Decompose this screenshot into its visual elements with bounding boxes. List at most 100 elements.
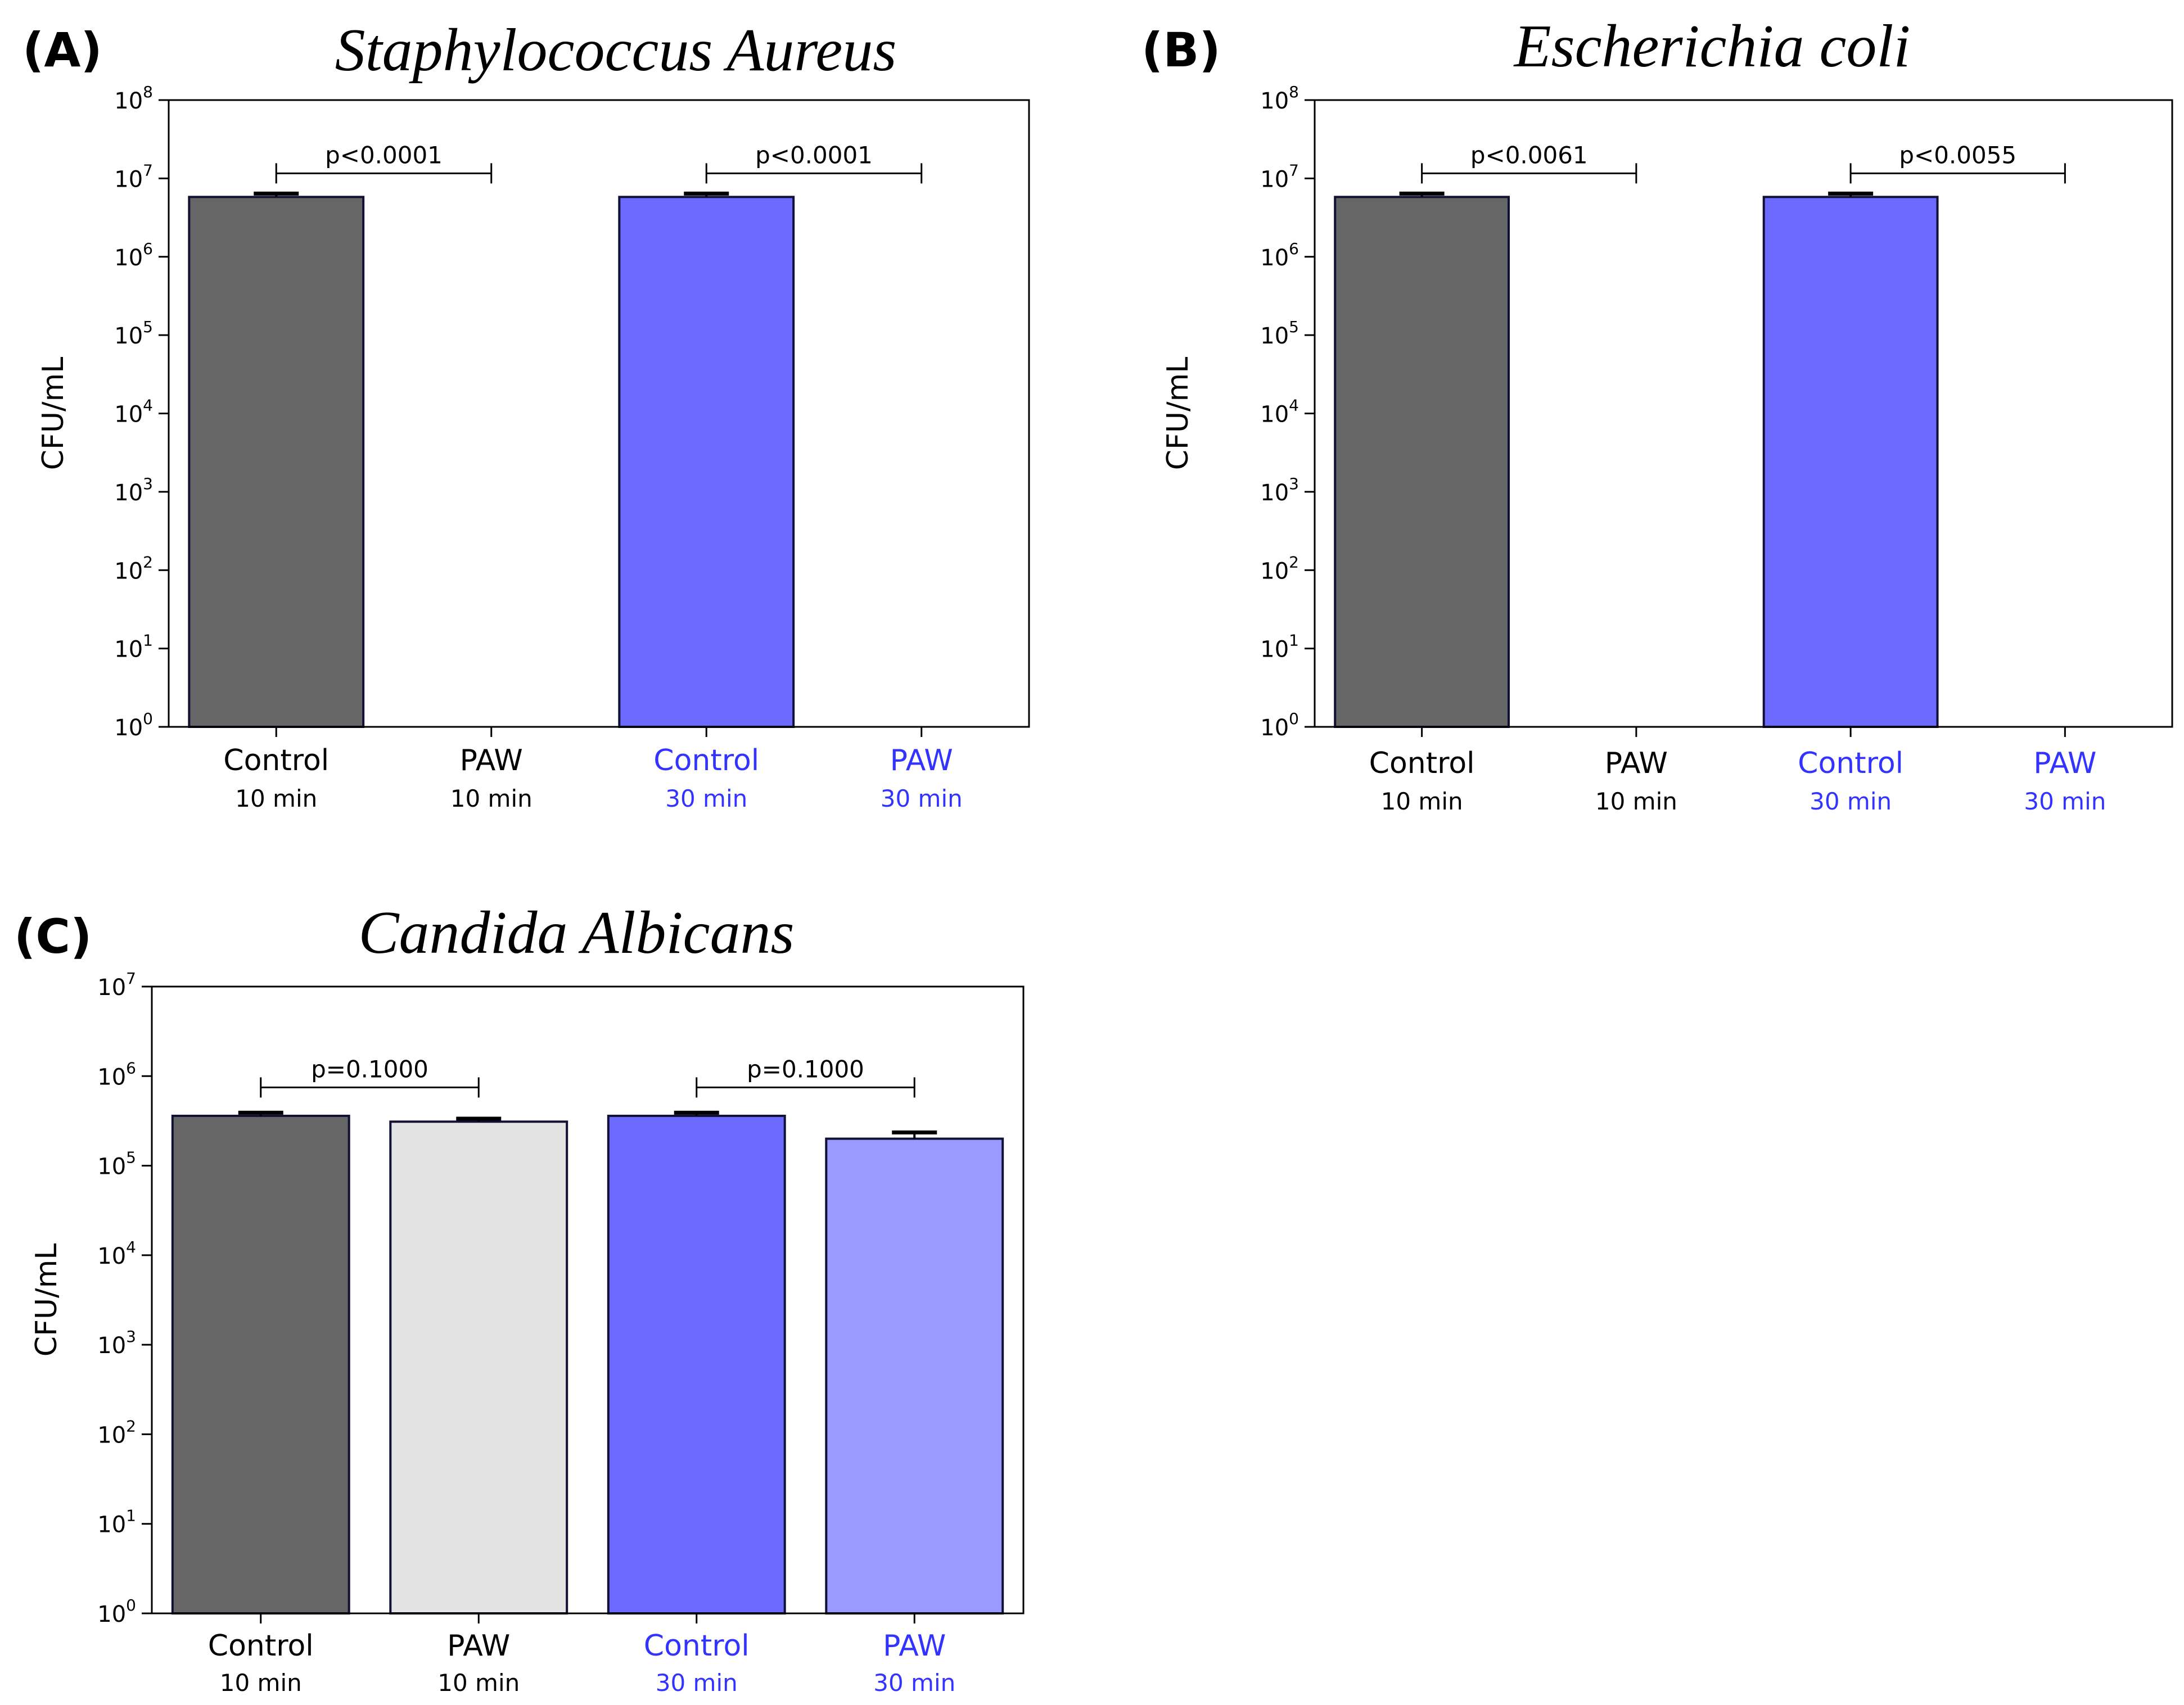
y-tick-label: 105	[97, 1148, 136, 1180]
y-tick-label: 106	[1260, 239, 1299, 271]
y-tick-base: 10	[97, 1064, 126, 1090]
y-tick-base: 10	[114, 245, 143, 271]
significance-label: p<0.0061	[1470, 141, 1588, 169]
category-label: PAW	[890, 744, 953, 777]
category-label: PAW	[1605, 747, 1668, 780]
chart-title: Staphylococcus Aureus	[335, 17, 897, 84]
y-tick-label: 103	[97, 1327, 136, 1359]
y-tick-label: 105	[114, 318, 153, 349]
bar	[1762, 196, 1939, 728]
y-tick-label: 107	[1260, 161, 1299, 192]
y-tick-exponent: 5	[126, 1148, 136, 1167]
y-tick-label: 100	[97, 1596, 136, 1627]
y-tick-base: 10	[1260, 715, 1289, 741]
y-tick-base: 10	[97, 1333, 126, 1359]
y-tick-exponent: 7	[1289, 161, 1299, 179]
y-tick-base: 10	[114, 715, 143, 741]
bar	[188, 196, 365, 728]
category-sublabel: 10 min	[1595, 788, 1677, 815]
category-label: Control	[223, 744, 329, 777]
y-tick-label: 107	[114, 161, 153, 192]
y-tick-exponent: 4	[126, 1238, 136, 1256]
category-sublabel: 10 min	[437, 1669, 520, 1697]
y-tick-exponent: 4	[143, 396, 153, 415]
y-tick-base: 10	[97, 1243, 126, 1269]
y-tick-exponent: 3	[1289, 474, 1299, 493]
category-label: Control	[644, 1629, 750, 1663]
y-tick-exponent: 1	[1289, 631, 1299, 650]
category-label: Control	[653, 744, 759, 777]
category-label: PAW	[447, 1629, 510, 1663]
y-axis-label: CFU/mL	[37, 357, 70, 470]
y-tick-exponent: 5	[143, 318, 153, 336]
plot-frame	[168, 99, 1030, 728]
y-tick-base: 10	[97, 1602, 126, 1627]
panel-label: (B)	[1141, 22, 1221, 78]
y-tick-base: 10	[1260, 245, 1289, 271]
y-tick-label: 104	[97, 1238, 136, 1269]
y-tick-exponent: 5	[1289, 318, 1299, 336]
significance-label: p<0.0055	[1899, 141, 2016, 169]
y-tick-exponent: 2	[1289, 553, 1299, 571]
y-tick-base: 10	[1260, 637, 1289, 663]
y-tick-label: 102	[114, 553, 153, 584]
y-tick-base: 10	[114, 558, 143, 584]
y-tick-label: 108	[1260, 83, 1299, 114]
y-tick-exponent: 7	[126, 969, 136, 988]
category-label: PAW	[460, 744, 523, 777]
plot-frame	[1314, 99, 2173, 728]
y-tick-label: 100	[114, 709, 153, 741]
y-tick-base: 10	[97, 1512, 126, 1538]
y-tick-exponent: 3	[143, 474, 153, 493]
y-tick-exponent: 0	[1289, 709, 1299, 728]
y-tick-exponent: 0	[126, 1596, 136, 1614]
category-label: Control	[1369, 747, 1475, 780]
y-tick-label: 103	[1260, 474, 1299, 506]
category-sublabel: 30 min	[873, 1669, 955, 1697]
y-tick-label: 104	[114, 396, 153, 428]
y-tick-exponent: 7	[143, 161, 153, 179]
category-sublabel: 10 min	[235, 785, 317, 812]
y-tick-label: 101	[1260, 631, 1299, 663]
category-sublabel: 30 min	[881, 785, 963, 812]
y-tick-exponent: 2	[126, 1417, 136, 1435]
chart-title: Candida Albicans	[358, 899, 794, 966]
y-tick-exponent: 3	[126, 1327, 136, 1346]
y-tick-base: 10	[114, 480, 143, 506]
y-tick-exponent: 2	[143, 553, 153, 571]
significance-label: p=0.1000	[311, 1055, 428, 1083]
bar	[825, 1137, 1004, 1615]
y-tick-exponent: 6	[143, 239, 153, 258]
significance-label: p<0.0001	[325, 141, 443, 169]
y-tick-label: 100	[1260, 709, 1299, 741]
significance-label: p<0.0001	[755, 141, 873, 169]
category-sublabel: 30 min	[1810, 788, 1892, 815]
y-tick-base: 10	[114, 323, 143, 349]
category-sublabel: 30 min	[656, 1669, 738, 1697]
y-tick-label: 104	[1260, 396, 1299, 428]
y-tick-exponent: 8	[1289, 83, 1299, 101]
chart-panel-b: (B) Escherichia coliCFU/mL100101102103104…	[1141, 13, 2173, 815]
panel-label: (C)	[14, 909, 92, 964]
y-tick-label: 106	[114, 239, 153, 271]
category-label: Control	[208, 1629, 314, 1663]
y-tick-label: 105	[1260, 318, 1299, 349]
y-tick-base: 10	[114, 88, 143, 114]
y-tick-base: 10	[1260, 480, 1289, 506]
y-tick-base: 10	[97, 975, 126, 1001]
y-tick-base: 10	[1260, 558, 1289, 584]
y-tick-label: 103	[114, 474, 153, 506]
bar	[607, 1114, 786, 1614]
y-tick-base: 10	[1260, 323, 1289, 349]
y-tick-label: 107	[97, 969, 136, 1001]
category-sublabel: 10 min	[1381, 788, 1463, 815]
category-sublabel: 30 min	[2024, 788, 2106, 815]
y-tick-label: 102	[97, 1417, 136, 1448]
y-axis-label: CFU/mL	[1161, 357, 1195, 470]
y-tick-base: 10	[114, 402, 143, 428]
y-tick-exponent: 1	[126, 1507, 136, 1525]
y-tick-exponent: 1	[143, 631, 153, 650]
y-tick-label: 106	[97, 1059, 136, 1090]
y-tick-base: 10	[97, 1154, 126, 1180]
